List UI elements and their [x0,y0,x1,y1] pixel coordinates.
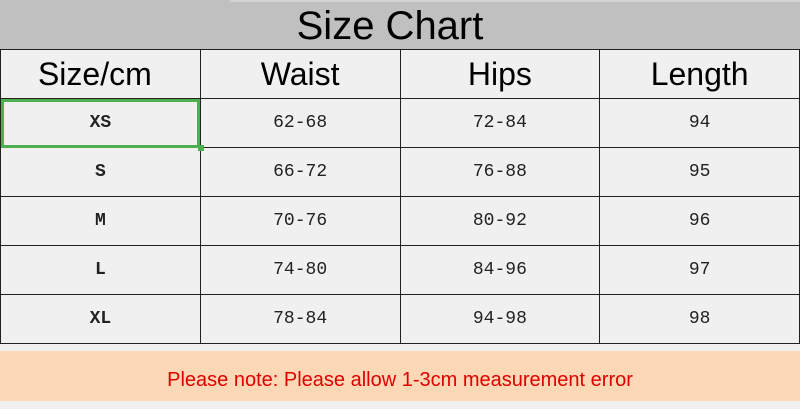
cell-length[interactable]: 95 [599,147,800,197]
cell-length[interactable]: 96 [599,196,800,246]
cell-waist[interactable]: 78-84 [199,294,401,344]
cell-waist[interactable]: 62-68 [199,98,401,148]
chart-title-bar: Size Chart [0,0,800,50]
header-row: Size/cm Waist Hips Length [0,49,800,99]
cell-size[interactable]: S [0,147,201,197]
header-waist[interactable]: Waist [199,49,401,99]
cell-size[interactable]: M [0,196,201,246]
size-table: Size/cm Waist Hips Length XS 62-68 72-84 94… [0,49,800,344]
header-length[interactable]: Length [599,49,800,99]
table-row: L 74-80 84-96 97 [0,245,800,295]
cell-waist[interactable]: 70-76 [199,196,401,246]
cell-length[interactable]: 98 [599,294,800,344]
cell-length[interactable]: 94 [599,98,800,148]
header-size[interactable]: Size/cm [0,49,201,99]
header-hips[interactable]: Hips [399,49,601,99]
cell-hips[interactable]: 80-92 [399,196,601,246]
cell-waist[interactable]: 66-72 [199,147,401,197]
cell-hips[interactable]: 72-84 [399,98,601,148]
cell-hips[interactable]: 94-98 [399,294,601,344]
cell-hips[interactable]: 84-96 [399,245,601,295]
table-row: M 70-76 80-92 96 [0,196,800,246]
table-row: XL 78-84 94-98 98 [0,294,800,344]
cell-size[interactable]: XL [0,294,201,344]
title-strip [230,0,800,2]
cell-hips[interactable]: 76-88 [399,147,601,197]
cell-length[interactable]: 97 [599,245,800,295]
cell-size[interactable]: L [0,245,201,295]
measurement-note: Please note: Please allow 1-3cm measurem… [0,351,800,401]
table-row: XS 62-68 72-84 94 [0,98,800,152]
cell-size[interactable]: XS [0,98,204,152]
note-text: Please note: Please allow 1-3cm measurem… [167,369,633,391]
cell-waist[interactable]: 74-80 [199,245,401,295]
table-row: S 66-72 76-88 95 [0,147,800,197]
chart-title: Size Chart [296,4,484,48]
